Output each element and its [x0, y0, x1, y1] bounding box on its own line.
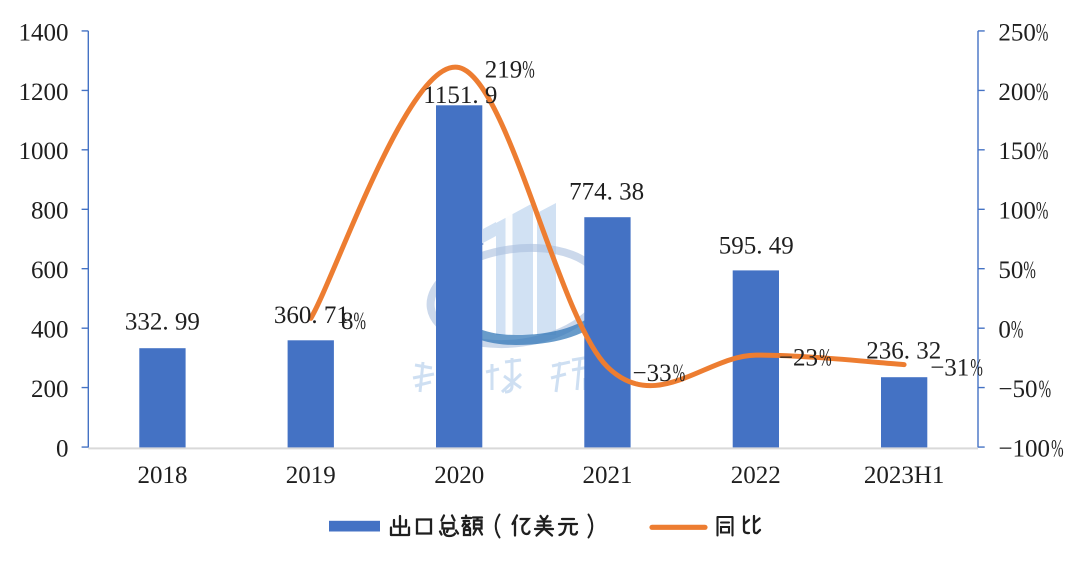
svg-text:2019: 2019 — [286, 462, 336, 489]
svg-text:%: % — [354, 308, 366, 335]
svg-text:%: % — [1036, 20, 1048, 47]
svg-text:%: % — [1051, 436, 1063, 463]
svg-text:%: % — [1039, 376, 1051, 403]
svg-text:%: % — [673, 360, 685, 387]
svg-text:−33: −33 — [633, 360, 672, 387]
svg-text:%: % — [1036, 79, 1048, 106]
svg-text:2023H1: 2023H1 — [864, 462, 945, 489]
svg-text:332. 99: 332. 99 — [125, 309, 200, 336]
svg-text:%: % — [1023, 257, 1035, 284]
svg-text:200: 200 — [31, 376, 69, 403]
svg-text:595. 49: 595. 49 — [719, 233, 794, 260]
svg-text:−50: −50 — [998, 376, 1037, 403]
svg-text:200: 200 — [998, 79, 1036, 106]
svg-text:600: 600 — [31, 257, 69, 284]
svg-text:360. 71: 360. 71 — [274, 302, 349, 329]
svg-text:%: % — [1036, 198, 1048, 225]
svg-text:150: 150 — [998, 138, 1036, 165]
svg-text:−100: −100 — [998, 436, 1050, 463]
svg-text:2022: 2022 — [731, 462, 781, 489]
svg-text:50: 50 — [998, 257, 1023, 284]
svg-text:0: 0 — [56, 436, 69, 463]
svg-text:236. 32: 236. 32 — [866, 337, 941, 364]
svg-text:100: 100 — [998, 198, 1036, 225]
svg-text:2018: 2018 — [138, 462, 188, 489]
svg-text:%: % — [970, 355, 982, 382]
svg-text:800: 800 — [31, 198, 69, 225]
svg-text:1200: 1200 — [19, 79, 69, 106]
svg-text:219: 219 — [485, 57, 523, 84]
svg-text:1151. 9: 1151. 9 — [423, 82, 497, 109]
svg-text:%: % — [1036, 139, 1048, 166]
svg-text:400: 400 — [31, 317, 69, 344]
svg-text:2021: 2021 — [583, 462, 633, 489]
svg-text:%: % — [819, 345, 831, 372]
svg-text:774. 38: 774. 38 — [569, 178, 644, 205]
svg-text:0: 0 — [998, 317, 1011, 344]
svg-text:1400: 1400 — [19, 19, 69, 46]
svg-text:250: 250 — [998, 19, 1036, 46]
svg-text:−23: −23 — [779, 345, 818, 372]
svg-text:%: % — [522, 57, 534, 84]
svg-text:8: 8 — [341, 308, 354, 335]
svg-text:2020: 2020 — [434, 462, 484, 489]
svg-text:−31: −31 — [930, 355, 969, 382]
svg-text:%: % — [1011, 317, 1023, 344]
svg-text:1000: 1000 — [19, 138, 69, 165]
